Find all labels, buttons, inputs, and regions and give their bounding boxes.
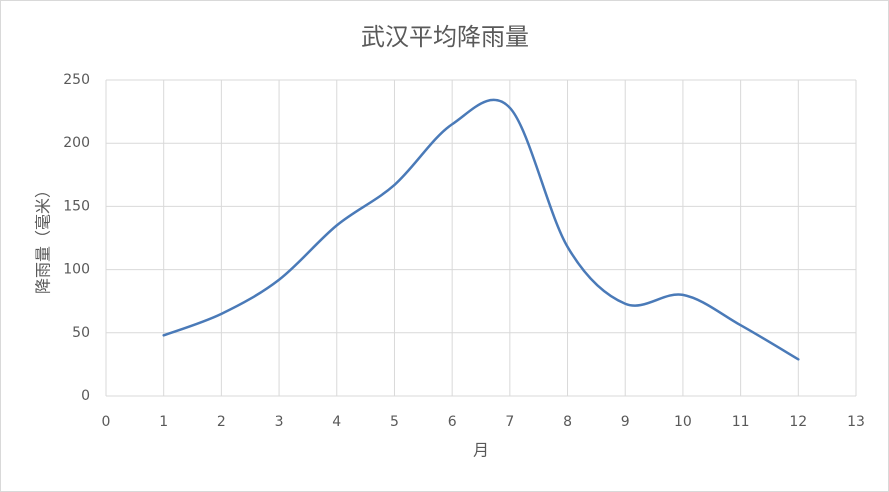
data-line xyxy=(162,98,800,361)
y-tick-label: 200 xyxy=(63,135,90,151)
x-tick-label: 8 xyxy=(563,414,572,430)
y-tick-label: 250 xyxy=(63,72,90,88)
x-tick-label: 4 xyxy=(332,414,341,430)
x-tick-label: 9 xyxy=(621,414,630,430)
x-tick-label: 3 xyxy=(275,414,284,430)
x-tick-label: 1 xyxy=(159,414,168,430)
x-tick-label: 13 xyxy=(847,414,865,430)
y-tick-label: 0 xyxy=(81,388,90,404)
x-tick-label: 0 xyxy=(102,414,111,430)
chart-title: 武汉平均降雨量 xyxy=(361,23,529,51)
y-tick-label: 150 xyxy=(63,198,90,214)
y-tick-label: 100 xyxy=(63,262,90,278)
x-tick-label: 11 xyxy=(732,414,750,430)
x-tick-label: 7 xyxy=(505,414,514,430)
y-tick-label: 50 xyxy=(72,325,90,341)
x-tick-label: 12 xyxy=(789,414,807,430)
x-tick-label: 5 xyxy=(390,414,399,430)
x-tick-label: 2 xyxy=(217,414,226,430)
y-axis-title: 降雨量（毫米） xyxy=(34,182,53,294)
x-axis-title: 月 xyxy=(473,441,489,460)
x-tick-label: 10 xyxy=(674,414,692,430)
x-tick-label: 6 xyxy=(448,414,457,430)
